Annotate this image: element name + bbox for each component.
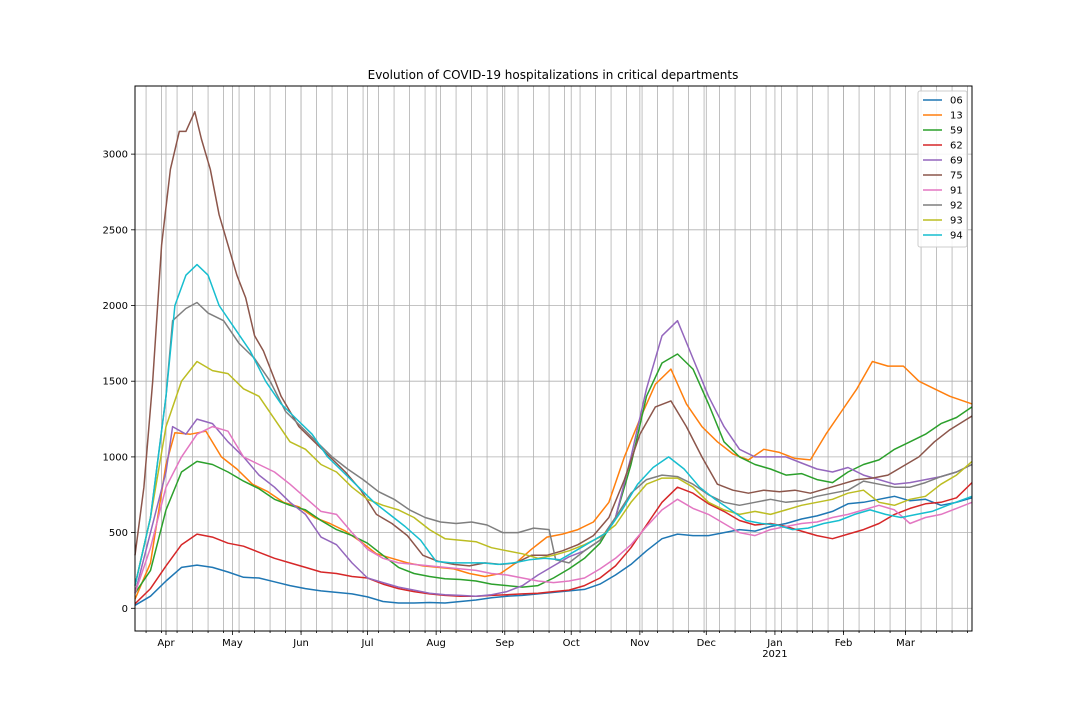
x-tick-label: Jun: [292, 638, 309, 649]
x-tick-label: May: [222, 638, 243, 649]
series-line-93: [134, 360, 973, 586]
x-tick-label: Jul: [360, 638, 373, 649]
legend-label-91: 91: [950, 186, 963, 197]
x-tick-label: Sep: [495, 638, 514, 649]
series-line-06: [134, 495, 973, 606]
legend-label-75: 75: [950, 171, 963, 182]
y-tick-label: 1000: [103, 452, 128, 463]
legend-label-06: 06: [950, 96, 963, 107]
legend-label-92: 92: [950, 201, 963, 212]
x-tick-label: Aug: [426, 638, 446, 649]
y-tick-label: 500: [109, 528, 128, 539]
legend-label-69: 69: [950, 156, 963, 167]
plot-frame: [134, 85, 973, 632]
y-tick-label: 0: [122, 604, 128, 615]
legend-label-59: 59: [950, 126, 963, 137]
legend: 06 13 59 62 69 75 91 92 93 94: [917, 90, 968, 248]
plot-background: [135, 86, 972, 631]
series-lines: [134, 110, 973, 606]
series-line-13: [134, 360, 973, 600]
y-tick-label: 3000: [103, 150, 128, 161]
x-tick-label: Dec: [697, 638, 716, 649]
x-tick-label: Mar: [896, 638, 916, 649]
legend-label-62: 62: [950, 141, 963, 152]
legend-label-93: 93: [950, 216, 963, 227]
series-line-69: [134, 319, 973, 597]
series-line-92: [134, 301, 973, 586]
y-tick-label: 2500: [103, 225, 128, 236]
x-tick-label: Oct: [563, 638, 580, 649]
series-line-62: [134, 482, 973, 605]
y-tick-label: 1500: [103, 377, 128, 388]
series-line-91: [134, 425, 973, 594]
y-axis: 0 500 1000 1500 2000 2500 3000: [103, 150, 135, 615]
x-tick-label: Feb: [835, 638, 853, 649]
legend-label-94: 94: [950, 231, 963, 242]
x-tick-label: Jan: [766, 638, 782, 649]
series-line-94: [134, 263, 973, 586]
x-tick-label: Nov: [630, 638, 650, 649]
x-tick-label: Apr: [157, 638, 175, 649]
x-tick-year-label: 2021: [762, 649, 787, 660]
series-line-59: [134, 353, 973, 594]
major-gridlines: [135, 86, 972, 631]
y-tick-label: 2000: [103, 301, 128, 312]
chart-title: Evolution of COVID-19 hospitalizations i…: [368, 68, 739, 82]
legend-label-13: 13: [950, 111, 963, 122]
